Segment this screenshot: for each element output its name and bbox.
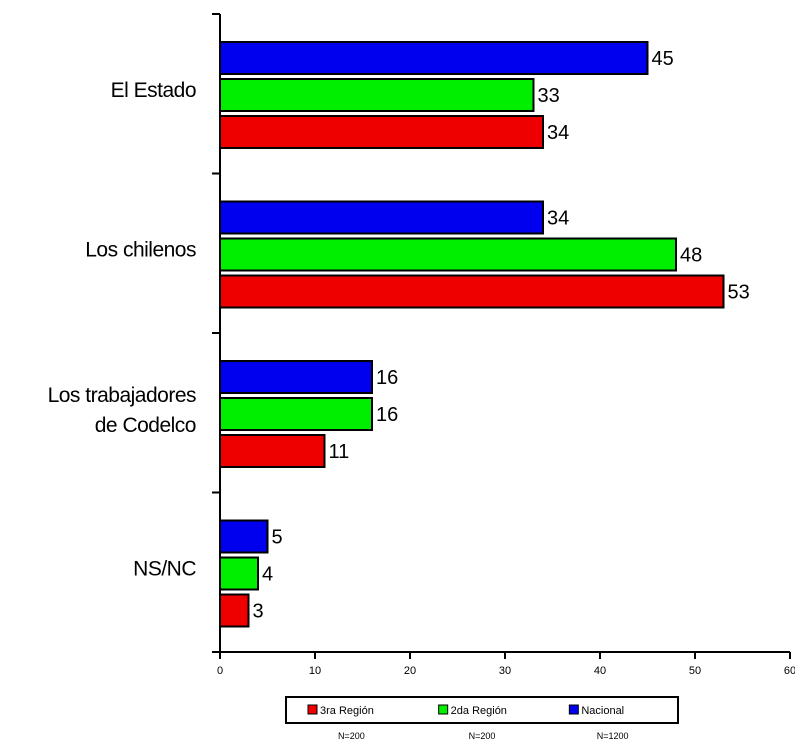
- x-tick-label: 0: [217, 665, 223, 677]
- legend-label-nacional: Nacional: [581, 705, 624, 717]
- bar-ns-nc-nacional: [219, 519, 269, 554]
- bar-ns-nc-2da-region: [219, 556, 259, 591]
- legend: 3ra Región N=200 2da Región N=200 Nacional N=…: [285, 696, 679, 741]
- bar-los-chilenos-2da-region: [219, 237, 677, 272]
- value-label-los-trabajadores-de-codelco-3ra-region: 11: [329, 441, 350, 463]
- x-tick-label: 50: [689, 665, 701, 677]
- value-label-el-estado-nacional: 45: [652, 48, 674, 70]
- bar-los-trabajadores-de-codelco-2da-region: [219, 397, 373, 431]
- x-tick-label: 10: [309, 665, 321, 677]
- value-label-el-estado-3ra-region: 34: [547, 122, 569, 144]
- value-label-los-chilenos-3ra-region: 53: [728, 282, 750, 304]
- legend-swatch-2da-region: [438, 704, 449, 715]
- sample-size-2da-region: N=200: [469, 731, 496, 741]
- bar-el-estado-nacional: [219, 41, 649, 75]
- sample-size-nacional: N=1200: [597, 731, 629, 741]
- legend-box: [285, 696, 679, 724]
- bar-los-chilenos-nacional: [219, 200, 544, 235]
- category-label-el-estado: El Estado: [111, 79, 196, 102]
- value-label-los-trabajadores-de-codelco-nacional: 16: [376, 367, 398, 389]
- value-label-los-chilenos-nacional: 34: [547, 208, 569, 230]
- legend-swatch-nacional: [568, 704, 579, 715]
- bar-los-trabajadores-de-codelco-3ra-region: [219, 434, 326, 468]
- bar-el-estado-2da-region: [219, 78, 535, 112]
- value-label-los-trabajadores-de-codelco-2da-region: 16: [376, 404, 398, 426]
- bar-ns-nc-3ra-region: [219, 593, 250, 628]
- x-tick-label: 30: [499, 665, 511, 677]
- value-label-ns-nc-2da-region: 4: [262, 564, 273, 586]
- bars-layer: [219, 41, 725, 628]
- sample-size-3ra-region: N=200: [338, 731, 365, 741]
- x-tick-label: 20: [404, 665, 416, 677]
- value-label-los-chilenos-2da-region: 48: [680, 245, 702, 267]
- bar-el-estado-3ra-region: [219, 115, 544, 149]
- axis-layer: 0 10 20 30 40 50 60: [212, 13, 795, 677]
- legend-swatch-3ra-region: [307, 704, 318, 715]
- legend-label-3ra-region: 3ra Región: [320, 705, 374, 717]
- category-label-ns-nc: NS/NC: [133, 557, 196, 580]
- labels-layer: 45 33 34 34 48 53 16 16 11 5 4 3 El Estado Los chilen…: [48, 48, 750, 623]
- x-tick-label: 60: [784, 665, 795, 677]
- category-label-los-trabajadores-de-codelco: Los trabajadores de Codelco: [48, 384, 196, 437]
- x-tick-label: 40: [594, 665, 606, 677]
- value-label-ns-nc-3ra-region: 3: [253, 601, 264, 623]
- category-label-los-chilenos: Los chilenos: [85, 238, 196, 261]
- bar-los-trabajadores-de-codelco-nacional: [219, 360, 373, 394]
- value-label-ns-nc-nacional: 5: [272, 527, 283, 549]
- bar-los-chilenos-3ra-region: [219, 274, 725, 309]
- legend-label-2da-region: 2da Región: [451, 705, 507, 717]
- value-label-el-estado-2da-region: 33: [538, 85, 560, 107]
